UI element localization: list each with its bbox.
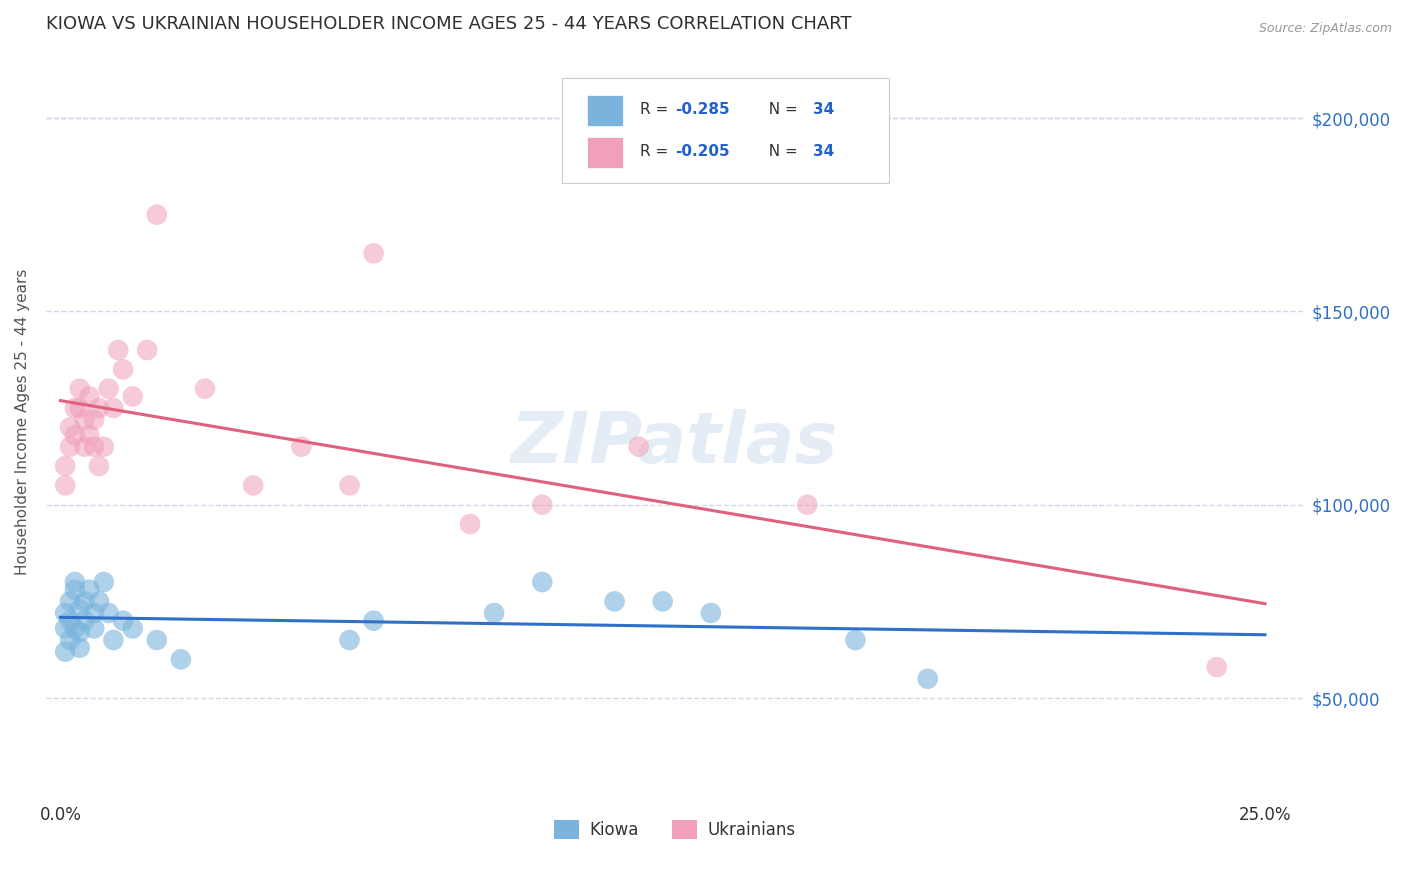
Text: Source: ZipAtlas.com: Source: ZipAtlas.com [1258, 22, 1392, 36]
Point [97, 382, 120, 396]
Text: R =: R = [640, 145, 672, 160]
Point [69, 640, 91, 655]
Point [170, 652, 193, 666]
Point [796, 498, 818, 512]
Point [458, 516, 481, 531]
Text: 34: 34 [813, 145, 834, 160]
Point [63, 575, 86, 590]
FancyBboxPatch shape [586, 136, 623, 169]
FancyBboxPatch shape [586, 95, 623, 126]
Text: N =: N = [759, 103, 803, 117]
Point [112, 362, 135, 376]
Point [844, 633, 866, 648]
Point [603, 594, 626, 608]
Point [63, 428, 86, 442]
Point [103, 401, 125, 415]
Point [242, 478, 264, 492]
Text: ZIPatlas: ZIPatlas [510, 409, 838, 478]
Point [136, 343, 159, 357]
Point [53, 622, 76, 636]
Point [69, 625, 91, 640]
Text: -0.205: -0.205 [675, 145, 730, 160]
Point [917, 672, 939, 686]
Point [73, 412, 96, 426]
Point [93, 575, 115, 590]
Point [121, 622, 143, 636]
FancyBboxPatch shape [561, 78, 889, 183]
Point [69, 382, 91, 396]
Point [83, 606, 105, 620]
Point [97, 606, 120, 620]
Point [651, 594, 673, 608]
Point [87, 458, 110, 473]
Point [531, 498, 554, 512]
Point [700, 606, 723, 620]
Legend: Kiowa, Ukrainians: Kiowa, Ukrainians [548, 814, 801, 847]
Point [194, 382, 217, 396]
Point [73, 440, 96, 454]
Point [290, 440, 312, 454]
Point [79, 389, 101, 403]
Text: KIOWA VS UKRAINIAN HOUSEHOLDER INCOME AGES 25 - 44 YEARS CORRELATION CHART: KIOWA VS UKRAINIAN HOUSEHOLDER INCOME AG… [46, 15, 852, 33]
Point [59, 440, 82, 454]
Point [83, 440, 105, 454]
Point [112, 614, 135, 628]
Point [59, 594, 82, 608]
Point [53, 478, 76, 492]
Point [87, 401, 110, 415]
Point [146, 633, 169, 648]
Text: 34: 34 [813, 103, 834, 117]
Point [63, 401, 86, 415]
Point [87, 594, 110, 608]
Point [53, 458, 76, 473]
Point [53, 606, 76, 620]
Point [79, 582, 101, 597]
Point [103, 633, 125, 648]
Point [1205, 660, 1227, 674]
Point [59, 614, 82, 628]
Point [73, 594, 96, 608]
Point [93, 440, 115, 454]
Point [482, 606, 505, 620]
Point [121, 389, 143, 403]
Point [53, 645, 76, 659]
Point [59, 420, 82, 434]
Point [339, 478, 361, 492]
Point [107, 343, 129, 357]
Point [339, 633, 361, 648]
Point [146, 208, 169, 222]
Point [83, 412, 105, 426]
Point [627, 440, 650, 454]
Point [69, 602, 91, 616]
Text: N =: N = [759, 145, 803, 160]
Point [79, 428, 101, 442]
Point [63, 622, 86, 636]
Point [73, 614, 96, 628]
Point [63, 582, 86, 597]
Point [69, 401, 91, 415]
Text: R =: R = [640, 103, 672, 117]
Point [83, 622, 105, 636]
Y-axis label: Householder Income Ages 25 - 44 years: Householder Income Ages 25 - 44 years [15, 268, 30, 574]
Point [59, 633, 82, 648]
Point [531, 575, 554, 590]
Point [363, 614, 385, 628]
Point [363, 246, 385, 260]
Text: -0.285: -0.285 [675, 103, 730, 117]
